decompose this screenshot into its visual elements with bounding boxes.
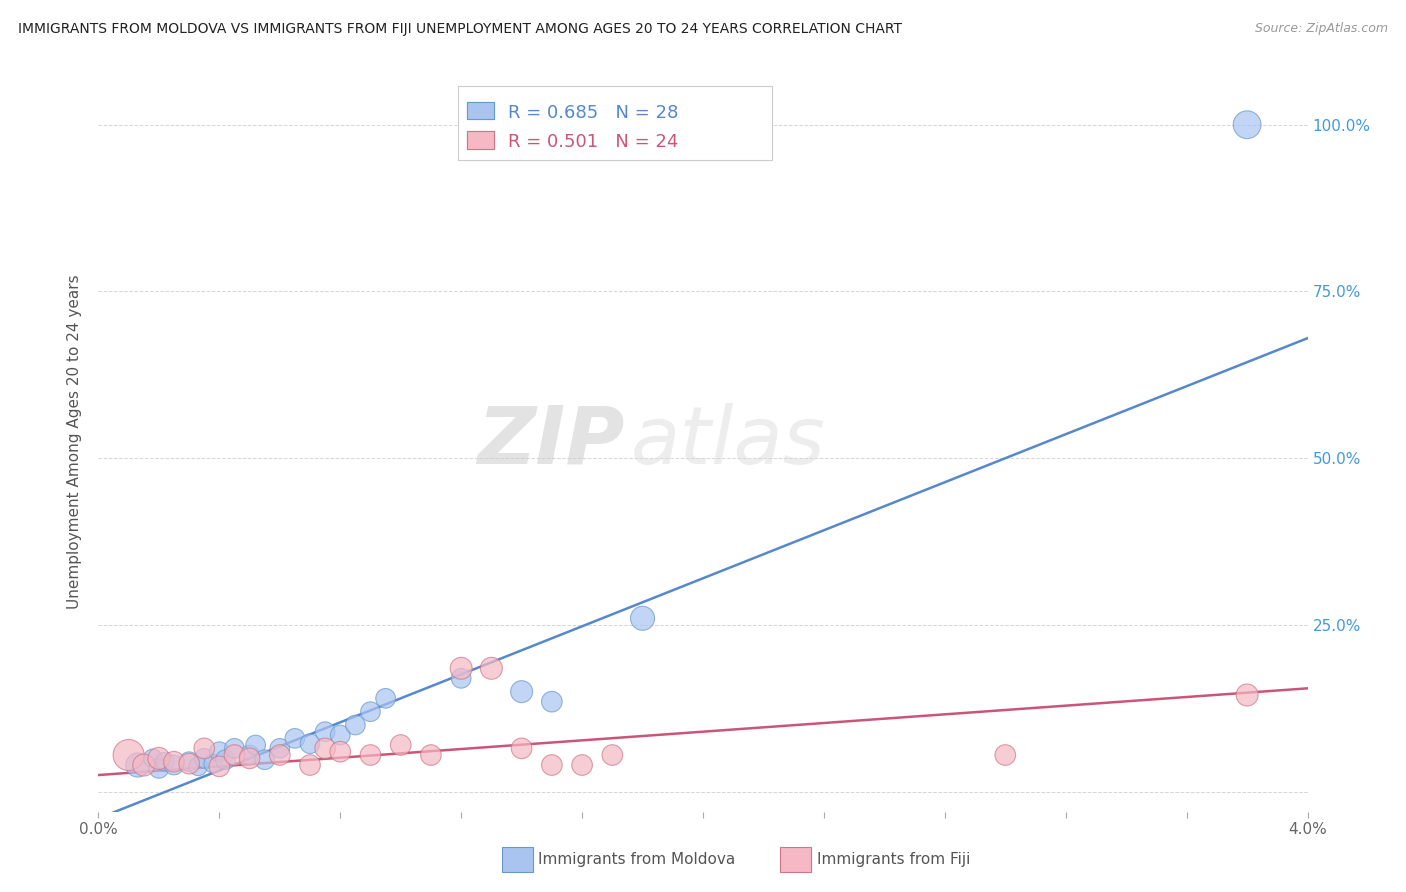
Point: [239, 751, 262, 765]
Point: [540, 758, 562, 772]
Point: [153, 755, 176, 769]
Point: [329, 728, 352, 742]
Text: IMMIGRANTS FROM MOLDOVA VS IMMIGRANTS FROM FIJI UNEMPLOYMENT AMONG AGES 20 TO 24: IMMIGRANTS FROM MOLDOVA VS IMMIGRANTS FR…: [18, 22, 903, 37]
Point: [360, 747, 382, 762]
Point: [994, 747, 1017, 762]
Point: [163, 758, 186, 772]
Point: [224, 747, 246, 762]
Point: [450, 671, 472, 685]
Point: [314, 741, 336, 756]
Point: [224, 741, 246, 756]
Point: [374, 691, 396, 706]
Point: [1236, 118, 1258, 132]
Point: [179, 756, 201, 771]
Point: [208, 745, 231, 759]
Text: atlas: atlas: [630, 402, 825, 481]
Point: [163, 755, 186, 769]
Point: [602, 747, 624, 762]
Point: [510, 684, 533, 698]
FancyBboxPatch shape: [467, 102, 494, 120]
Point: [193, 751, 215, 765]
Point: [329, 745, 352, 759]
Text: Immigrants from Moldova: Immigrants from Moldova: [538, 853, 735, 867]
Text: R = 0.501   N = 24: R = 0.501 N = 24: [509, 134, 679, 152]
Point: [299, 737, 322, 751]
Point: [118, 747, 141, 762]
Point: [269, 741, 291, 756]
FancyBboxPatch shape: [457, 87, 772, 161]
Point: [179, 755, 201, 769]
Point: [284, 731, 307, 746]
Point: [127, 758, 149, 772]
Point: [481, 661, 503, 675]
Point: [450, 661, 472, 675]
Point: [148, 751, 170, 765]
Point: [187, 759, 209, 773]
Point: [1236, 688, 1258, 702]
Y-axis label: Unemployment Among Ages 20 to 24 years: Unemployment Among Ages 20 to 24 years: [67, 274, 83, 609]
Point: [253, 753, 276, 767]
Point: [360, 705, 382, 719]
Point: [202, 756, 225, 771]
Point: [571, 758, 593, 772]
Point: [269, 747, 291, 762]
Point: [344, 718, 367, 732]
Text: R = 0.685   N = 28: R = 0.685 N = 28: [509, 103, 679, 122]
Point: [299, 758, 322, 772]
Text: Source: ZipAtlas.com: Source: ZipAtlas.com: [1254, 22, 1388, 36]
Point: [389, 738, 412, 752]
Point: [148, 761, 170, 775]
Point: [193, 741, 215, 756]
Point: [420, 747, 443, 762]
Text: ZIP: ZIP: [477, 402, 624, 481]
Point: [314, 724, 336, 739]
Point: [631, 611, 654, 625]
Point: [245, 738, 267, 752]
FancyBboxPatch shape: [467, 131, 494, 149]
Point: [142, 751, 165, 765]
Point: [214, 753, 236, 767]
Point: [132, 758, 155, 772]
Point: [239, 747, 262, 762]
Point: [510, 741, 533, 756]
Point: [208, 759, 231, 773]
Text: Immigrants from Fiji: Immigrants from Fiji: [817, 853, 970, 867]
Point: [540, 695, 562, 709]
